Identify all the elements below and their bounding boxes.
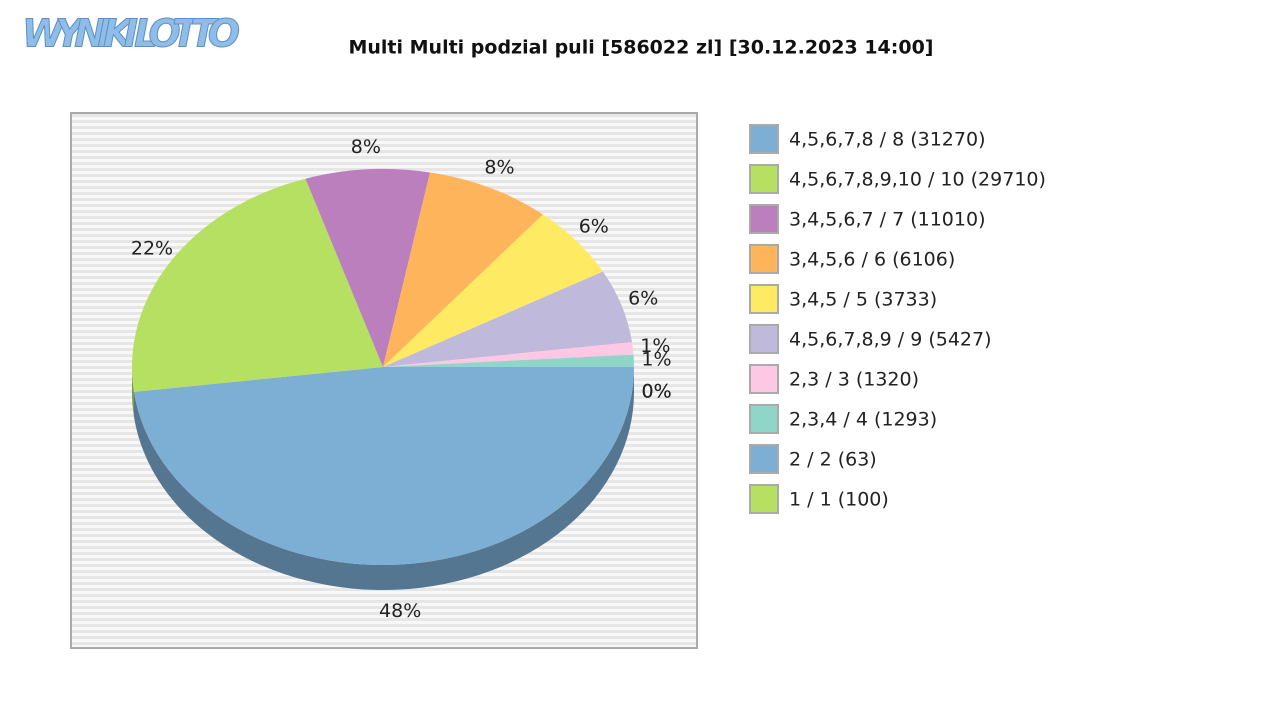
legend-label: 3,4,5,6 / 6 (6106) (789, 249, 955, 271)
slice-label: 0% (642, 381, 672, 403)
legend-label: 4,5,6,7,8,9 / 9 (5427) (789, 329, 992, 351)
legend-swatch (749, 364, 779, 394)
legend-swatch (749, 484, 779, 514)
legend-label: 2,3,4 / 4 (1293) (789, 409, 937, 431)
slice (383, 354, 634, 367)
slice-label: 1% (640, 335, 670, 357)
legend-label: 2 / 2 (63) (789, 449, 877, 471)
chart-title: Multi Multi podzial puli [586022 zl] [30… (348, 37, 933, 59)
slice-label: 22% (131, 238, 173, 260)
slice-label: 48% (379, 600, 421, 622)
slice (305, 168, 431, 367)
legend-label: 4,5,6,7,8,9,10 / 10 (29710) (789, 169, 1046, 191)
slice (383, 214, 603, 367)
legend-swatch (749, 164, 779, 194)
legend-swatch (749, 444, 779, 474)
legend-label: 4,5,6,7,8 / 8 (31270) (789, 129, 985, 151)
slice (383, 342, 634, 367)
legend-swatch (749, 244, 779, 274)
legend-swatch (749, 404, 779, 434)
slice (133, 367, 635, 566)
legend-swatch (749, 124, 779, 154)
logo: WYNIKI LOTTO (22, 12, 240, 56)
slice-label: 8% (351, 136, 381, 158)
slice-label: 6% (579, 215, 609, 237)
legend-label: 3,4,5,6,7 / 7 (11010) (789, 209, 985, 231)
slice-side (132, 367, 134, 417)
legend-swatch (749, 324, 779, 354)
pie: 48%22%8%8%6%6%1%1%0%0% (131, 136, 672, 622)
legend-swatch (749, 284, 779, 314)
legend-swatch (749, 204, 779, 234)
slice-label: 6% (628, 288, 658, 310)
legend-label: 1 / 1 (100) (789, 489, 889, 511)
slice (132, 178, 383, 392)
slice (383, 271, 633, 367)
slice-label: 8% (484, 157, 514, 179)
slice-label: 1% (641, 349, 671, 371)
legend-label: 3,4,5 / 5 (3733) (789, 289, 937, 311)
legend: 4,5,6,7,8 / 8 (31270) 4,5,6,7,8,9,10 / 10… (749, 124, 1046, 514)
slice-label: 0% (642, 381, 672, 403)
legend-label: 2,3 / 3 (1320) (789, 369, 919, 391)
slice (383, 172, 543, 367)
